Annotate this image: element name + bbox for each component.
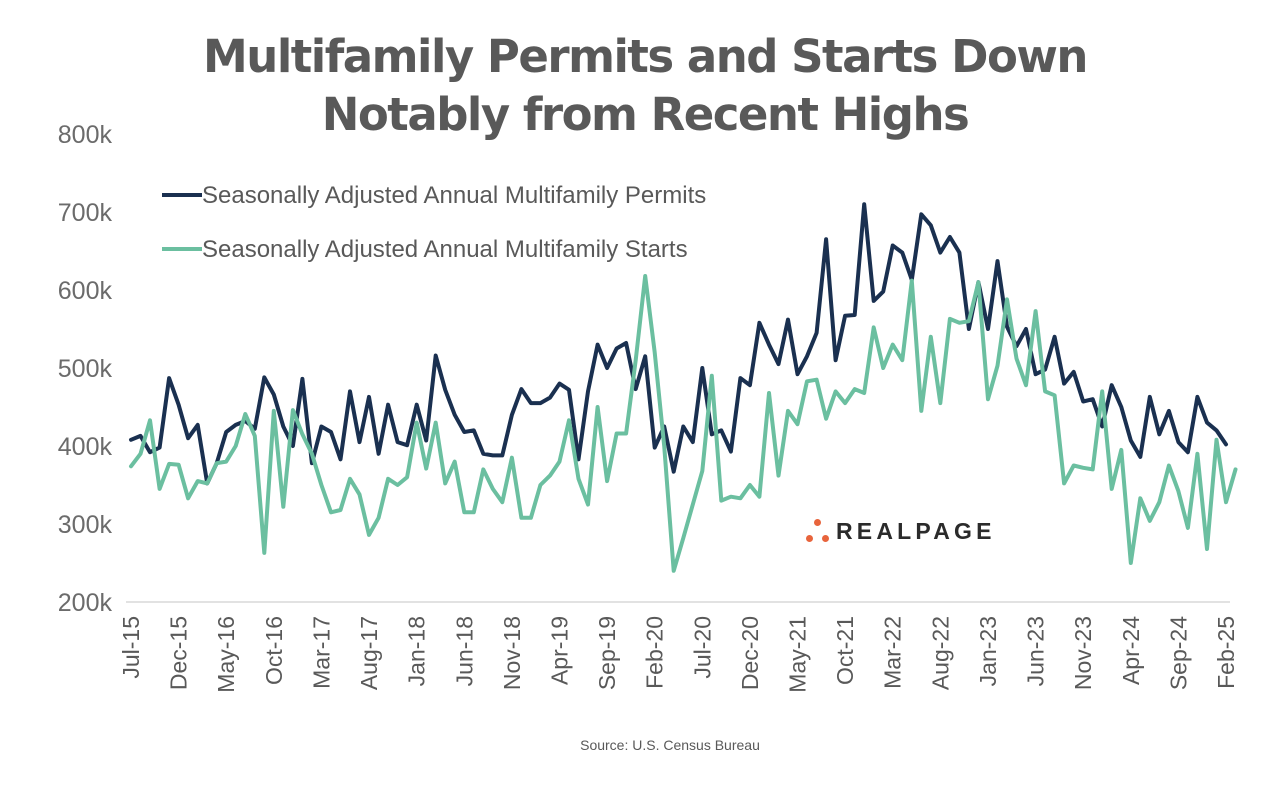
x-tick-label: Jun-23: [1023, 616, 1049, 686]
x-tick-label: Jun-18: [451, 616, 477, 686]
y-tick-label: 700k: [58, 199, 113, 227]
x-tick-label: Apr-24: [1118, 616, 1144, 685]
x-tick-label: Jan-23: [975, 616, 1001, 686]
logo-dot: [806, 535, 813, 542]
x-tick-label: Aug-22: [927, 616, 953, 690]
logo-wordmark: REALPAGE: [836, 517, 996, 544]
x-tick-label: May-16: [213, 616, 239, 693]
x-tick-label: Nov-18: [499, 616, 525, 690]
y-tick-label: 800k: [58, 121, 113, 149]
series-line-starts: [129, 274, 1238, 573]
logo-dot: [814, 519, 821, 526]
source-note: Source: U.S. Census Bureau: [580, 737, 760, 753]
x-tick-label: Jul-15: [118, 616, 144, 679]
x-tick-label: Sep-19: [594, 616, 620, 690]
realpage-logo: REALPAGE: [804, 516, 996, 546]
chart-title: Multifamily Permits and Starts Down Nota…: [0, 28, 1280, 144]
x-tick-label: Jan-18: [404, 616, 430, 686]
x-tick-label: May-21: [785, 616, 811, 693]
plot-area: [129, 202, 1238, 573]
x-tick-label: Dec-15: [166, 616, 192, 690]
y-tick-label: 600k: [58, 277, 113, 305]
realpage-dots-icon: [804, 517, 832, 545]
y-axis: 200k 300k 400k 500k 600k 700k 800k: [58, 121, 113, 617]
legend: Seasonally Adjusted Annual Multifamily P…: [162, 182, 706, 263]
y-tick-label: 200k: [58, 589, 113, 617]
x-tick-label: Dec-20: [737, 616, 763, 690]
x-tick-label: Sep-24: [1165, 616, 1191, 690]
y-tick-label: 500k: [58, 355, 113, 383]
y-tick-label: 300k: [58, 511, 113, 539]
x-tick-label: Oct-16: [261, 616, 287, 685]
chart-title-line-2: Notably from Recent Highs: [321, 88, 970, 141]
x-tick-label: Apr-19: [546, 616, 572, 685]
logo-dot: [822, 535, 829, 542]
chart-title-line-1: Multifamily Permits and Starts Down: [203, 30, 1088, 83]
x-tick-label: Jul-20: [689, 616, 715, 679]
x-tick-label: Mar-17: [308, 616, 334, 689]
x-axis: Jul-15 Dec-15 May-16 Oct-16 Mar-17 Aug-17 Jan-…: [118, 616, 1239, 693]
x-tick-label: Nov-23: [1070, 616, 1096, 690]
legend-label-starts: Seasonally Adjusted Annual Multifamily S…: [202, 236, 688, 263]
x-tick-label: Mar-22: [880, 616, 906, 689]
legend-label-permits: Seasonally Adjusted Annual Multifamily P…: [202, 182, 706, 209]
x-tick-label: Oct-21: [832, 616, 858, 685]
y-tick-label: 400k: [58, 433, 113, 461]
x-tick-label: Aug-17: [356, 616, 382, 690]
x-tick-label: Feb-25: [1213, 616, 1239, 689]
x-tick-label: Feb-20: [642, 616, 668, 689]
